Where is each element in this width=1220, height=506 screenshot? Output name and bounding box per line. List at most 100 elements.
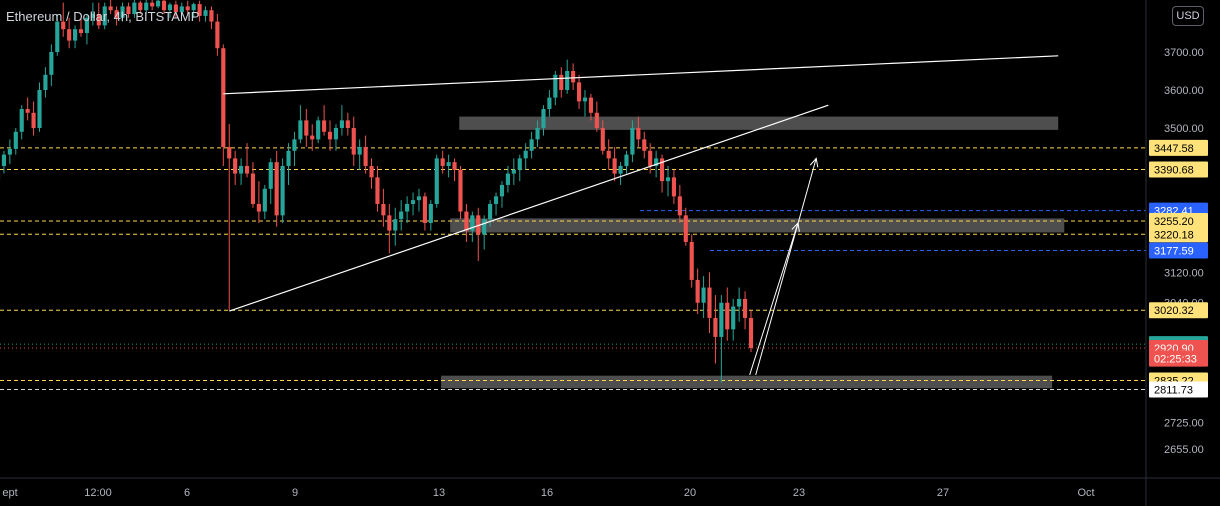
price-tag-label: 2811.73 — [1154, 384, 1193, 396]
price-tag-bg — [1149, 350, 1208, 367]
candle-body — [280, 165, 285, 216]
horizontal-levels — [0, 147, 1146, 390]
price-tag-label: 02:25:33 — [1154, 354, 1197, 366]
price-tag-label: 3447.58 — [1154, 143, 1194, 155]
candle-body — [665, 177, 671, 182]
candle-body — [541, 108, 546, 128]
candle-body — [671, 177, 676, 197]
x-tick-label: 27 — [937, 487, 949, 499]
candle-body — [244, 165, 250, 174]
arrow-head — [791, 221, 800, 232]
price-tag: 2811.73 — [1149, 381, 1208, 398]
price-tag: 3020.32 — [1149, 302, 1208, 319]
price-tag-bg — [1149, 242, 1208, 259]
candle-body — [31, 112, 36, 128]
price-tag-label: 3390.68 — [1154, 165, 1194, 177]
candle-body — [707, 287, 712, 318]
x-tick-label: 23 — [793, 487, 805, 499]
candle-body — [13, 131, 18, 149]
candle-body — [114, 10, 119, 18]
candle-body — [547, 97, 552, 109]
candle-body — [470, 215, 475, 231]
candle-body — [731, 306, 736, 330]
candle-body — [505, 173, 510, 185]
candle-body — [274, 162, 279, 216]
y-tick-label: 3700.00 — [1164, 47, 1204, 59]
candle-body — [636, 127, 641, 140]
candle-body — [737, 298, 742, 307]
candle-body — [322, 120, 327, 132]
x-tick-label: 9 — [292, 487, 298, 499]
time-axis[interactable]: ept 12:00 6 9 13 16 20 23 27 Oct — [2, 487, 1094, 499]
candle-body — [713, 317, 718, 337]
candle-body — [452, 162, 457, 170]
candle-body — [256, 203, 261, 212]
candle-body — [719, 302, 724, 337]
price-tag-bg — [1149, 381, 1208, 398]
candle-body — [262, 188, 267, 212]
candle-body — [78, 29, 84, 34]
candlestick-series — [0, 0, 754, 383]
price-zone — [441, 375, 1053, 389]
candle-body — [61, 21, 66, 30]
candle-body — [73, 29, 78, 41]
candle-body — [310, 135, 315, 140]
price-tag-label: 3177.59 — [1154, 245, 1194, 257]
price-tag-label: 3020.32 — [1154, 305, 1194, 317]
candle-body — [144, 2, 149, 11]
x-tick-label: 12:00 — [84, 487, 112, 499]
candle-body — [517, 158, 522, 170]
candle-body — [725, 302, 730, 330]
price-zone — [459, 116, 1059, 130]
candle-body — [215, 21, 220, 49]
candle-body — [416, 196, 422, 201]
candle-body — [559, 74, 564, 90]
candle-body — [748, 317, 754, 348]
trendline-drawings — [223, 55, 1059, 376]
candle-body — [588, 97, 593, 113]
candle-body — [357, 146, 362, 155]
candle-body — [393, 219, 398, 231]
price-tag-bg — [1149, 226, 1208, 243]
candle-body — [405, 203, 410, 212]
arrow-head — [809, 157, 819, 168]
candle-body — [553, 74, 558, 98]
candle-body — [458, 169, 463, 212]
candle-body — [464, 211, 469, 231]
x-tick-label: ept — [2, 487, 17, 499]
candle-body — [161, 0, 167, 11]
x-tick-label: 20 — [684, 487, 696, 499]
candle-body — [25, 108, 30, 113]
candle-body — [298, 120, 303, 140]
candle-body — [606, 150, 611, 159]
price-tags: 3447.583390.683282.413255.203220.183177.… — [1149, 139, 1208, 398]
candle-body — [618, 165, 623, 174]
candle-body — [49, 52, 54, 75]
candle-body — [345, 120, 350, 128]
candle-body — [529, 139, 534, 151]
candle-body — [410, 200, 416, 204]
candle-body — [648, 150, 653, 166]
candle-body — [381, 203, 386, 216]
price-tag-bg — [1149, 302, 1208, 319]
candle-body — [7, 148, 12, 155]
candle-body — [37, 89, 42, 128]
candle-body — [1, 154, 7, 166]
candle-body — [55, 21, 60, 52]
candle-body — [333, 127, 339, 140]
support-resistance-zones — [441, 116, 1065, 389]
candle-body — [659, 158, 665, 182]
candle-body — [654, 158, 659, 166]
currency-button[interactable]: USD — [1172, 6, 1204, 26]
candle-body — [132, 2, 137, 15]
candle-body — [363, 146, 368, 166]
candle-body — [327, 131, 333, 140]
price-tag: 3390.68 — [1149, 161, 1208, 178]
candle-body — [286, 150, 291, 166]
candle-body — [499, 184, 505, 197]
candle-body — [126, 6, 131, 15]
candle-body — [624, 154, 629, 166]
candle-body — [565, 70, 570, 90]
